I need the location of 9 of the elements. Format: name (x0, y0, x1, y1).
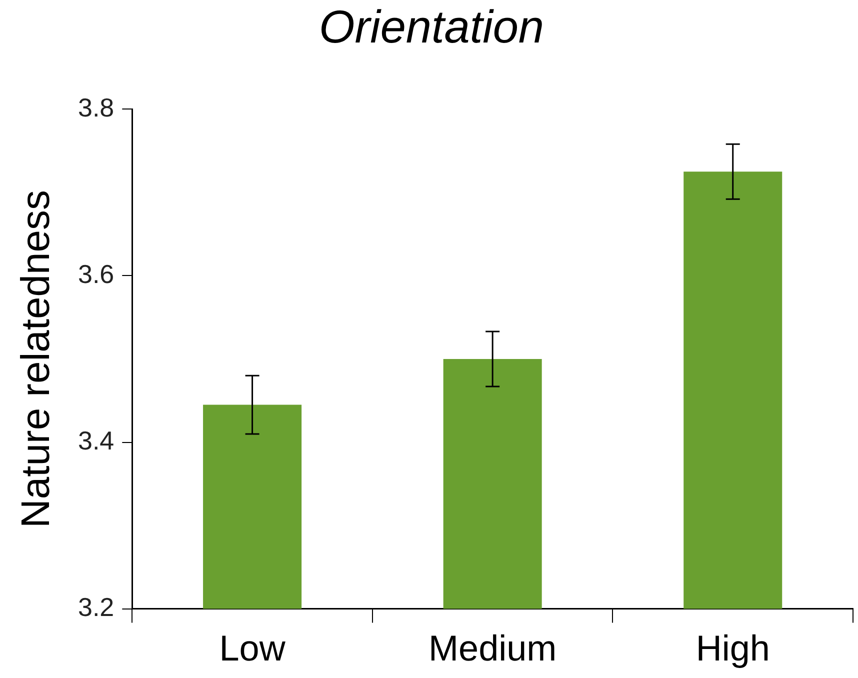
x-tick-label: High (696, 627, 770, 668)
y-tick-label: 3.2 (78, 592, 114, 622)
y-tick-label: 3.8 (78, 92, 114, 122)
y-tick-label: 3.6 (78, 258, 114, 289)
y-tick-label: 3.4 (78, 425, 114, 456)
x-tick-label: Low (219, 627, 286, 668)
chart-title: Orientation (318, 0, 544, 52)
y-axis-title: Nature relatedness (14, 190, 58, 528)
x-tick-label: Medium (428, 627, 557, 668)
